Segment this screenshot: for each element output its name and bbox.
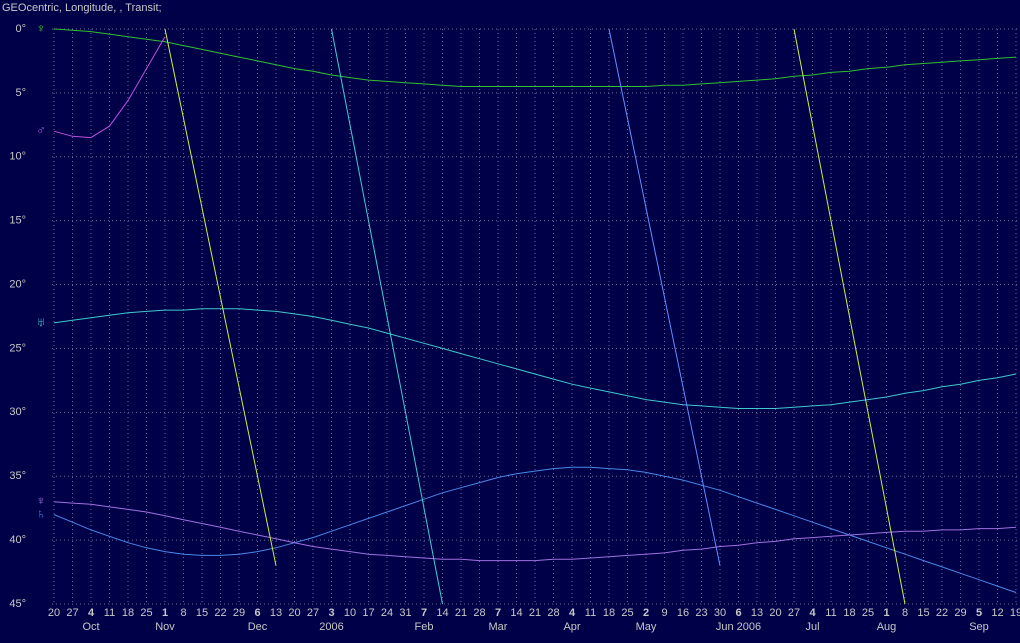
- x-tick-label: 20: [769, 607, 781, 619]
- x-tick-label: 24: [381, 607, 393, 619]
- x-tick-label: 13: [270, 607, 282, 619]
- x-tick-label: 12: [991, 607, 1003, 619]
- y-tick-label: 35°: [9, 470, 26, 482]
- x-tick-label: 21: [455, 607, 467, 619]
- chart-title: GEOcentric, Longitude, , Transit;: [2, 2, 162, 14]
- x-tick-label: 17: [362, 607, 374, 619]
- month-label: May: [636, 621, 657, 633]
- series-line: [53, 466, 1017, 593]
- x-tick-label: 27: [307, 607, 319, 619]
- month-label: Dec: [248, 621, 268, 633]
- series-line: [53, 28, 1017, 87]
- x-tick-label: 4: [569, 607, 576, 619]
- legend-label: ♄: [36, 506, 46, 521]
- x-tick-label: 16: [677, 607, 689, 619]
- x-tick-label: 13: [751, 607, 763, 619]
- x-tick-label: 29: [233, 607, 245, 619]
- series-line: [53, 36, 166, 139]
- legend-label: ♆: [36, 493, 46, 508]
- x-tick-label: 21: [529, 607, 541, 619]
- x-tick-label: 14: [510, 607, 522, 619]
- legend-label: ♆: [36, 20, 46, 35]
- series-line: [793, 28, 906, 605]
- x-tick-label: 22: [214, 607, 226, 619]
- x-tick-label: 2: [643, 607, 649, 619]
- x-tick-label: 18: [122, 607, 134, 619]
- series-line: [608, 28, 721, 566]
- y-tick-label: 20°: [9, 278, 26, 290]
- x-tick-label: 8: [180, 607, 186, 619]
- x-tick-label: 6: [735, 607, 741, 619]
- month-label: 2006: [319, 621, 343, 633]
- x-tick-label: 14: [436, 607, 448, 619]
- series-line: [331, 28, 443, 605]
- y-tick-label: 30°: [9, 406, 26, 418]
- month-label: Feb: [415, 621, 434, 633]
- x-tick-label: 31: [399, 607, 411, 619]
- series-line: [164, 28, 277, 566]
- y-tick-label: 5°: [15, 87, 26, 99]
- x-tick-label: 9: [661, 607, 667, 619]
- y-tick-label: 25°: [9, 342, 26, 354]
- x-tick-label: 18: [603, 607, 615, 619]
- x-tick-label: 30: [714, 607, 726, 619]
- x-tick-label: 11: [585, 607, 596, 619]
- legend-label: ♂: [36, 123, 46, 138]
- month-label: Mar: [489, 621, 508, 633]
- x-tick-label: 8: [902, 607, 908, 619]
- x-tick-label: 15: [917, 607, 929, 619]
- x-tick-label: 4: [809, 607, 816, 619]
- x-tick-label: 29: [954, 607, 966, 619]
- x-tick-label: 19: [1010, 607, 1020, 619]
- x-tick-label: 15: [196, 607, 208, 619]
- x-tick-label: 1: [162, 607, 168, 619]
- month-label: Apr: [563, 621, 580, 633]
- x-tick-label: 1: [883, 607, 889, 619]
- y-tick-label: 15°: [9, 215, 26, 227]
- y-tick-label: 45°: [9, 598, 26, 610]
- x-tick-label: 10: [344, 607, 356, 619]
- x-tick-label: 20: [48, 607, 60, 619]
- x-tick-label: 11: [104, 607, 115, 619]
- x-tick-label: 3: [328, 607, 334, 619]
- x-tick-label: 7: [421, 607, 427, 619]
- x-tick-label: 27: [66, 607, 78, 619]
- x-tick-label: 18: [843, 607, 855, 619]
- x-tick-label: 25: [140, 607, 152, 619]
- x-tick-label: 28: [473, 607, 485, 619]
- x-tick-label: 28: [547, 607, 559, 619]
- series-line: [53, 308, 1017, 409]
- x-tick-label: 4: [88, 607, 95, 619]
- x-tick-label: 11: [825, 607, 836, 619]
- x-tick-label: 25: [862, 607, 874, 619]
- x-tick-label: 23: [695, 607, 707, 619]
- x-tick-label: 20: [288, 607, 300, 619]
- y-tick-label: 10°: [9, 151, 26, 163]
- month-label: Jul: [805, 621, 819, 633]
- month-label: Sep: [969, 621, 989, 633]
- y-tick-label: 0°: [15, 23, 26, 35]
- month-label: Jun 2006: [716, 621, 761, 633]
- month-label: Nov: [155, 621, 175, 633]
- y-tick-label: 40°: [9, 534, 26, 546]
- x-tick-label: 25: [621, 607, 633, 619]
- x-tick-label: 6: [254, 607, 260, 619]
- legend-label: ♅: [36, 314, 46, 329]
- x-tick-label: 7: [495, 607, 501, 619]
- x-tick-label: 27: [788, 607, 800, 619]
- x-tick-label: 5: [976, 607, 982, 619]
- month-label: Aug: [877, 621, 897, 633]
- x-tick-label: 22: [936, 607, 948, 619]
- month-label: Oct: [82, 621, 99, 633]
- series-line: [53, 501, 1017, 562]
